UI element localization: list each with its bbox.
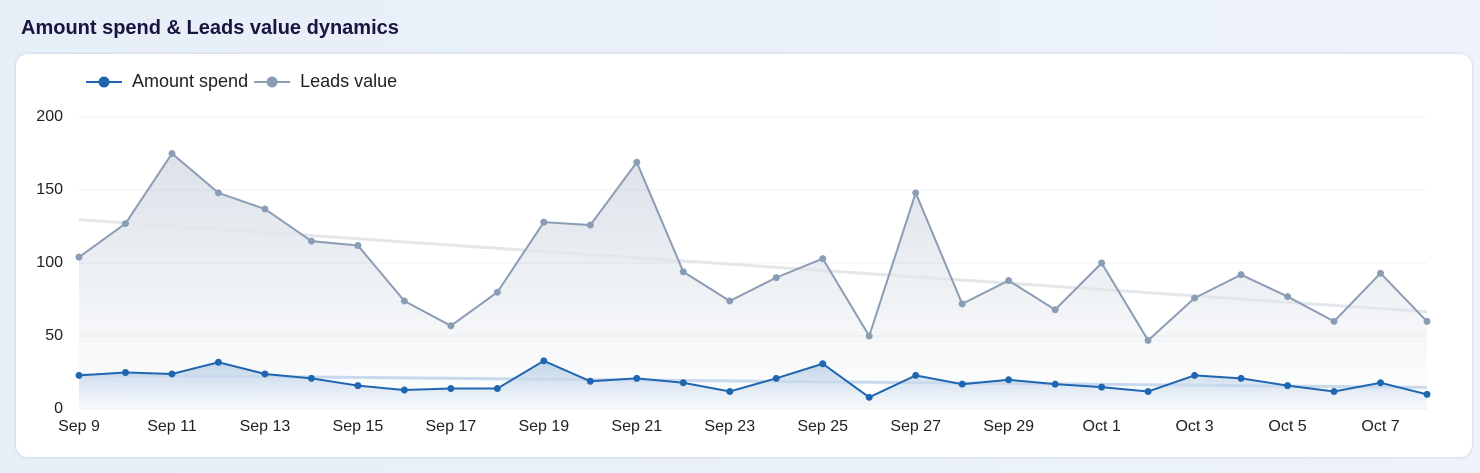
point: [354, 382, 362, 390]
point: [1191, 294, 1199, 302]
point: [1237, 374, 1245, 382]
point: [400, 386, 408, 394]
x-tick-label: Sep 29: [983, 418, 1034, 435]
point: [493, 385, 501, 393]
point: [726, 297, 734, 305]
point: [633, 374, 641, 382]
y-tick-label: 100: [36, 254, 63, 271]
point: [1144, 336, 1152, 344]
legend-label: Amount spend: [132, 71, 248, 91]
point: [400, 297, 408, 305]
x-tick-label: Sep 19: [518, 418, 569, 435]
legend-marker: [266, 76, 278, 88]
x-tick-label: Oct 1: [1083, 418, 1121, 435]
x-tick-label: Sep 25: [797, 418, 848, 435]
point: [307, 374, 315, 382]
point: [1237, 271, 1245, 279]
point: [214, 358, 222, 366]
legend-label: Leads value: [300, 71, 397, 91]
point: [772, 374, 780, 382]
x-tick-label: Sep 11: [147, 418, 197, 435]
y-tick-label: 150: [36, 181, 63, 198]
x-tick-label: Sep 21: [611, 418, 662, 435]
point: [214, 189, 222, 197]
point: [1423, 317, 1431, 325]
point: [1377, 269, 1385, 277]
point: [1051, 306, 1059, 314]
x-tick-label: Sep 23: [704, 418, 755, 435]
point: [1284, 382, 1292, 390]
point: [354, 241, 362, 249]
y-tick-label: 200: [36, 108, 63, 125]
point: [865, 332, 873, 340]
y-tick-label: 0: [54, 400, 63, 417]
series-line: [78, 359, 1428, 399]
point: [1284, 293, 1292, 301]
point: [679, 379, 687, 387]
point: [493, 288, 501, 296]
point: [261, 370, 269, 378]
point: [726, 387, 734, 395]
point: [1144, 387, 1152, 395]
area: [79, 153, 1427, 409]
point: [1005, 376, 1013, 384]
point: [772, 274, 780, 282]
point: [679, 268, 687, 276]
point: [261, 205, 269, 213]
x-tick-label: Sep 17: [426, 418, 477, 435]
point: [1191, 371, 1199, 379]
point: [1330, 387, 1338, 395]
x-tick-label: Sep 15: [333, 418, 384, 435]
x-tick-label: Sep 27: [890, 418, 941, 435]
point: [1098, 259, 1106, 267]
x-tick-label: Sep 13: [240, 418, 291, 435]
chart-title: Amount spend & Leads value dynamics: [21, 17, 399, 39]
x-tick-label: Oct 3: [1175, 418, 1213, 435]
point: [819, 360, 827, 368]
point: [958, 300, 966, 308]
point: [1051, 380, 1059, 388]
x-tick-label: Oct 7: [1361, 418, 1399, 435]
point: [586, 221, 594, 229]
point: [540, 357, 548, 365]
point: [912, 189, 920, 197]
point: [447, 322, 455, 330]
point: [586, 377, 594, 385]
point: [540, 218, 548, 226]
point: [1005, 277, 1013, 285]
point: [121, 369, 129, 376]
y-tick-label: 50: [45, 327, 63, 344]
point: [1330, 317, 1338, 325]
point: [958, 380, 966, 388]
point: [633, 158, 641, 166]
point: [819, 255, 827, 263]
point: [307, 237, 315, 245]
point: [1377, 379, 1385, 387]
point: [1098, 383, 1106, 391]
legend-marker: [98, 76, 110, 88]
point: [865, 393, 873, 401]
point: [75, 253, 83, 261]
series-line: [78, 152, 1428, 342]
x-tick-label: Oct 5: [1268, 418, 1306, 435]
point: [912, 371, 920, 379]
point: [168, 150, 176, 157]
point: [447, 385, 455, 393]
point: [168, 370, 176, 378]
point: [75, 371, 83, 379]
point: [1423, 390, 1431, 398]
x-tick-label: Sep 9: [58, 418, 100, 435]
point: [121, 220, 129, 228]
